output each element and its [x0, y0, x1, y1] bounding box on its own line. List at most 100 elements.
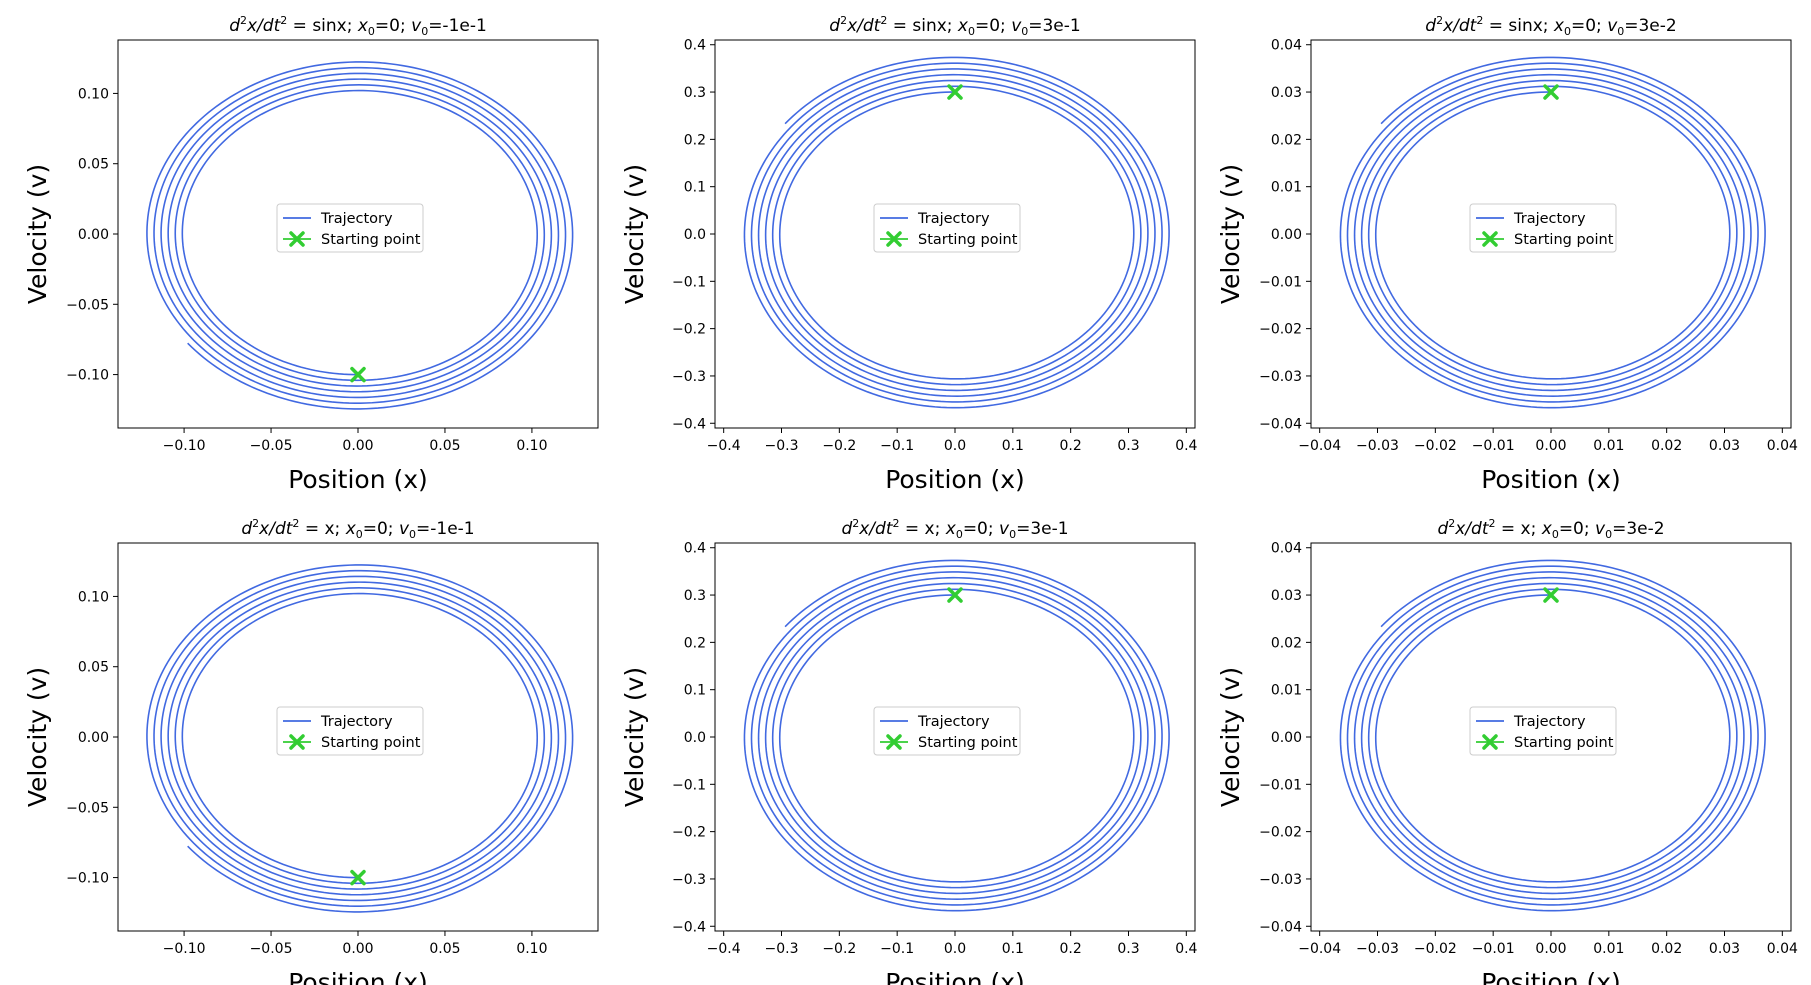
x-tick-label: 0.03	[1709, 941, 1740, 957]
x-tick-label: −0.10	[163, 438, 206, 454]
y-tick-label: −0.2	[672, 322, 706, 338]
y-tick-label: 0.10	[78, 86, 109, 102]
subplot-6: −0.04 −0.03 −0.02 −0.01 0.00 0.01 0.02 0.03 0.04…	[1216, 517, 1798, 985]
x-axis-label: Position (x)	[288, 968, 428, 985]
y-tick-label: 0.2	[684, 635, 706, 651]
y-tick-label: 0.04	[1271, 541, 1302, 557]
starting-point-marker	[947, 84, 963, 100]
y-tick-label: −0.03	[1259, 369, 1302, 385]
y-tick-label: −0.10	[66, 368, 109, 384]
y-tick-label: −0.02	[1259, 825, 1302, 841]
x-tick-label: −0.4	[707, 941, 741, 957]
x-tick-label: 0.02	[1651, 941, 1682, 957]
y-tick-label: −0.03	[1259, 872, 1302, 888]
legend-label-start: Starting point	[321, 232, 421, 248]
legend-marker-swatch	[289, 734, 305, 750]
y-tick-label: 0.05	[78, 660, 109, 676]
starting-point-marker	[1543, 84, 1559, 100]
legend-box	[873, 203, 1021, 253]
x-tick-label: −0.02	[1414, 941, 1457, 957]
x-tick-label: 0.0	[944, 438, 966, 454]
y-tick-label: 0.4	[684, 38, 706, 54]
y-tick-label: 0.2	[684, 132, 706, 148]
y-axis-label: Velocity (v)	[1216, 164, 1245, 304]
trajectory-line	[146, 61, 574, 410]
legend-box	[873, 706, 1021, 756]
y-tick-label: 0.0	[684, 730, 706, 746]
y-tick-label: 0.01	[1271, 683, 1302, 699]
x-tick-label: 0.1	[1002, 941, 1024, 957]
y-tick-label: −0.04	[1259, 919, 1302, 935]
legend: Trajectory Starting point	[873, 706, 1021, 756]
y-tick-label: 0.02	[1271, 132, 1302, 148]
subplot-5: −0.4 −0.3 −0.2 −0.1 0.0 0.1 0.2 0.3 0.4 −0.4 −0.3 −…	[620, 517, 1198, 985]
y-tick-label: −0.01	[1259, 274, 1302, 290]
legend-label-trajectory: Trajectory	[320, 211, 393, 227]
starting-point-stroke	[350, 366, 366, 383]
x-tick-label: −0.02	[1414, 438, 1457, 454]
x-tick-label: 0.04	[1767, 438, 1798, 454]
legend-box	[1469, 203, 1617, 253]
x-tick-label: 0.0	[944, 941, 966, 957]
legend-label-trajectory: Trajectory	[1513, 714, 1586, 730]
legend-box	[276, 203, 424, 253]
x-tick-label: 0.00	[342, 438, 373, 454]
y-tick-label: 0.00	[78, 730, 109, 746]
trajectory-line	[1339, 559, 1766, 912]
x-tick-label: 0.02	[1651, 438, 1682, 454]
x-tick-label: −0.1	[880, 941, 914, 957]
y-axis-label: Velocity (v)	[23, 667, 52, 807]
y-axis-label: Velocity (v)	[23, 164, 52, 304]
x-tick-label: −0.10	[163, 941, 206, 957]
y-tick-label: 0.04	[1271, 38, 1302, 54]
x-tick-label: −0.03	[1356, 941, 1399, 957]
x-tick-label: −0.05	[250, 438, 293, 454]
legend-marker-swatch	[1482, 734, 1498, 750]
x-tick-label: 0.01	[1593, 941, 1624, 957]
subplot-3: −0.04 −0.03 −0.02 −0.01 0.00 0.01 0.02 0.03 0.04…	[1216, 14, 1798, 494]
x-tick-label: −0.2	[822, 438, 856, 454]
y-tick-label: 0.3	[684, 85, 706, 101]
y-tick-label: −0.4	[672, 919, 706, 935]
y-tick-label: 0.03	[1271, 588, 1302, 604]
starting-point-stroke	[1543, 587, 1559, 603]
legend-label-start: Starting point	[1514, 232, 1614, 248]
starting-point-stroke	[350, 869, 366, 886]
x-tick-label: −0.03	[1356, 438, 1399, 454]
y-axis-label: Velocity (v)	[1216, 667, 1245, 807]
y-axis-label: Velocity (v)	[620, 667, 649, 807]
legend-label-start: Starting point	[321, 735, 421, 751]
y-tick-label: 0.03	[1271, 85, 1302, 101]
y-tick-label: 0.4	[684, 541, 706, 557]
starting-point-stroke	[1543, 84, 1559, 100]
x-axis-label: Position (x)	[1481, 968, 1621, 985]
x-tick-label: 0.00	[1535, 941, 1566, 957]
legend: Trajectory Starting point	[1469, 203, 1617, 253]
y-tick-label: −0.10	[66, 871, 109, 887]
x-tick-label: 0.00	[1535, 438, 1566, 454]
y-tick-label: 0.01	[1271, 180, 1302, 196]
x-tick-label: 0.05	[429, 941, 460, 957]
x-tick-label: 0.05	[429, 438, 460, 454]
legend-marker-swatch	[886, 231, 902, 247]
legend-box	[1469, 706, 1617, 756]
starting-point-marker	[350, 366, 366, 383]
legend-label-trajectory: Trajectory	[917, 211, 990, 227]
y-tick-label: −0.05	[66, 297, 109, 313]
x-tick-label: 0.04	[1767, 941, 1798, 957]
x-tick-label: 0.4	[1175, 941, 1197, 957]
x-tick-label: 0.03	[1709, 438, 1740, 454]
x-axis-label: Position (x)	[885, 968, 1025, 985]
legend-marker-swatch	[289, 231, 305, 247]
y-tick-label: −0.1	[672, 274, 706, 290]
legend-label-trajectory: Trajectory	[917, 714, 990, 730]
subplot-4: −0.10 −0.05 0.00 0.05 0.10 −0.10 −0.05 0.00 0.05…	[23, 517, 599, 985]
starting-point-marker	[1543, 587, 1559, 603]
x-tick-label: −0.2	[822, 941, 856, 957]
x-tick-label: 0.00	[342, 941, 373, 957]
y-axis-label: Velocity (v)	[620, 164, 649, 304]
x-tick-label: 0.4	[1175, 438, 1197, 454]
x-tick-label: 0.3	[1117, 438, 1139, 454]
starting-point-marker	[350, 869, 366, 886]
